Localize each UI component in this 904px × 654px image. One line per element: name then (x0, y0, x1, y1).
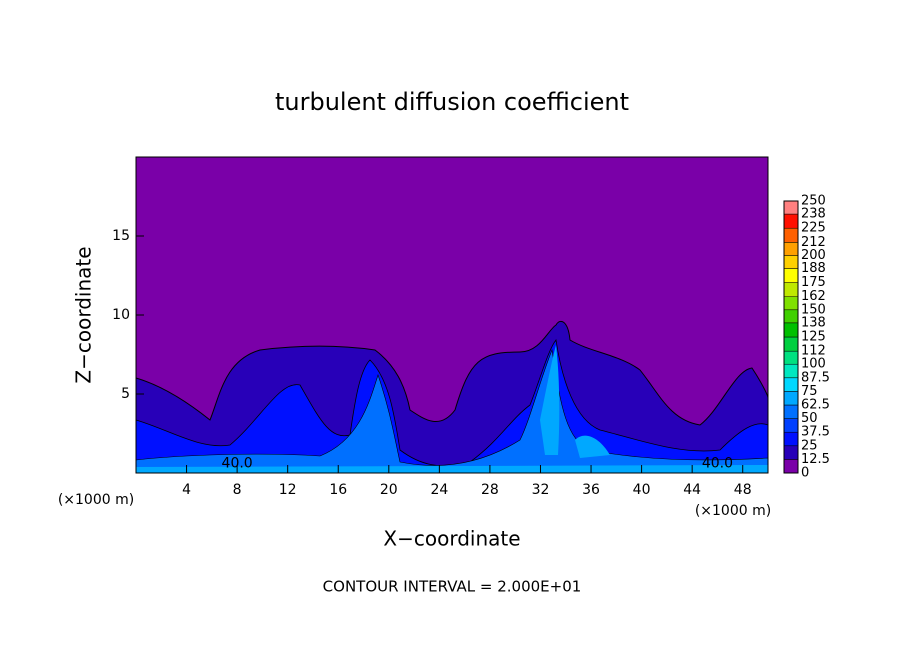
colorbar-label: 188 (801, 261, 826, 276)
y-tick-label: 15 (112, 228, 130, 244)
colorbar-label: 100 (801, 357, 826, 372)
contour-label: 40.0 (222, 456, 253, 472)
colorbar-band (783, 459, 799, 474)
colorbar-band (783, 418, 799, 433)
x-unit-label: (×1000 m) (695, 503, 771, 519)
colorbar-band (783, 309, 799, 324)
x-axis-label: X−coordinate (383, 527, 520, 551)
colorbar-label: 37.5 (801, 425, 830, 440)
colorbar-label: 62.5 (801, 398, 830, 413)
x-tick-label: 48 (734, 482, 752, 498)
x-unit-label: (×1000 m) (58, 492, 134, 508)
colorbar-band (783, 363, 799, 379)
y-tick-label: 10 (112, 307, 130, 323)
x-tick-label: 24 (430, 482, 448, 498)
colorbar-band (783, 282, 799, 297)
chart-title: turbulent diffusion coefficient (275, 88, 629, 116)
colorbar-band (783, 391, 799, 406)
colorbar-label: 50 (801, 411, 818, 426)
x-tick-label: 4 (182, 482, 191, 498)
colorbar-band (783, 242, 799, 256)
colorbar-label: 212 (801, 235, 826, 250)
x-tick-label: 12 (279, 482, 297, 498)
x-tick-label: 20 (380, 482, 398, 498)
colorbar-label: 112 (801, 344, 826, 359)
x-tick-label: 16 (329, 482, 347, 498)
colorbar-label: 75 (801, 384, 818, 399)
colorbar-band (783, 322, 799, 338)
colorbar-label: 250 (801, 194, 826, 209)
contour-field: 40.0 40.0 (135, 157, 769, 474)
colorbar-band (783, 431, 799, 447)
x-tick-label: 44 (683, 482, 701, 498)
colorbar-label: 238 (801, 207, 826, 222)
colorbar-label: 87.5 (801, 370, 830, 385)
colorbar-band (783, 255, 799, 269)
colorbar-label: 200 (801, 248, 826, 263)
colorbar-label: 0 (801, 466, 809, 481)
contour-interval: CONTOUR INTERVAL = 2.000E+01 (323, 578, 582, 596)
colorbar-frame (783, 200, 799, 474)
colorbar-band (783, 268, 799, 283)
colorbar-band (783, 377, 799, 392)
colorbar-band (783, 445, 799, 460)
colorbar-band (783, 404, 799, 419)
colorbar-band (783, 336, 799, 352)
y-tick-label: 5 (121, 386, 130, 402)
x-tick-label: 40 (633, 482, 651, 498)
colorbar-band (783, 227, 799, 243)
x-tick-label: 36 (582, 482, 600, 498)
colorbar-band (783, 350, 799, 365)
colorbar-label: 175 (801, 275, 826, 290)
colorbar-label: 125 (801, 330, 826, 345)
contour-label: 40.0 (702, 456, 733, 472)
y-axis-label: Z−coordinate (72, 246, 96, 383)
colorbar-label: 225 (801, 221, 826, 236)
colorbar-band (783, 296, 799, 311)
colorbar-band (783, 213, 799, 229)
x-tick-label: 32 (532, 482, 550, 498)
colorbar-band (783, 200, 799, 215)
colorbar-label: 162 (801, 289, 826, 304)
x-tick-label: 8 (233, 482, 242, 498)
colorbar-label: 150 (801, 302, 826, 317)
x-tick-label: 28 (481, 482, 499, 498)
colorbar-label: 25 (801, 438, 818, 453)
colorbar-label: 12.5 (801, 452, 830, 467)
colorbar-label: 138 (801, 315, 826, 330)
